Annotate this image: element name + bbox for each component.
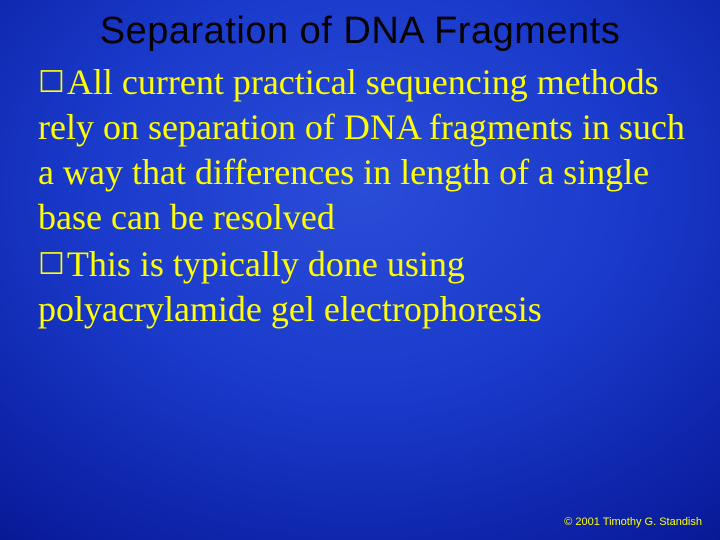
bullet-marker-icon: ☐	[38, 248, 65, 281]
bullet-text: All current practical sequencing methods…	[38, 62, 685, 237]
bullet-marker-icon: ☐	[38, 66, 65, 99]
bullet-text: This is typically done using polyacrylam…	[38, 244, 542, 329]
slide: Separation of DNA Fragments ☐All current…	[0, 0, 720, 540]
bullet-item: ☐All current practical sequencing method…	[38, 60, 690, 240]
slide-body: ☐All current practical sequencing method…	[38, 60, 690, 334]
bullet-item: ☐This is typically done using polyacryla…	[38, 242, 690, 332]
slide-title: Separation of DNA Fragments	[0, 10, 720, 53]
copyright-footer: © 2001 Timothy G. Standish	[564, 516, 702, 528]
